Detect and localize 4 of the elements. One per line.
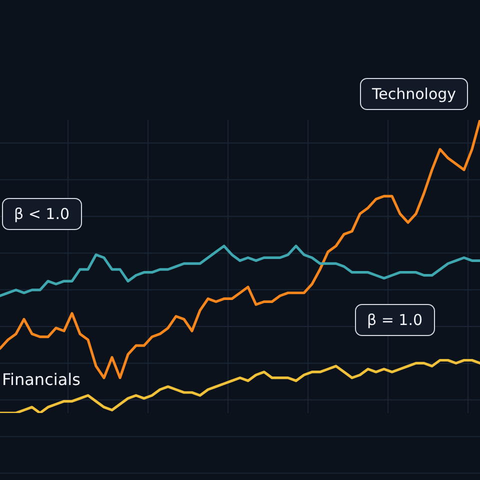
text: β < 1.0 bbox=[2, 198, 82, 230]
text: β = 1.0 bbox=[355, 304, 435, 336]
annotation: Financials bbox=[2, 370, 80, 389]
series-label: Technology bbox=[360, 78, 468, 110]
